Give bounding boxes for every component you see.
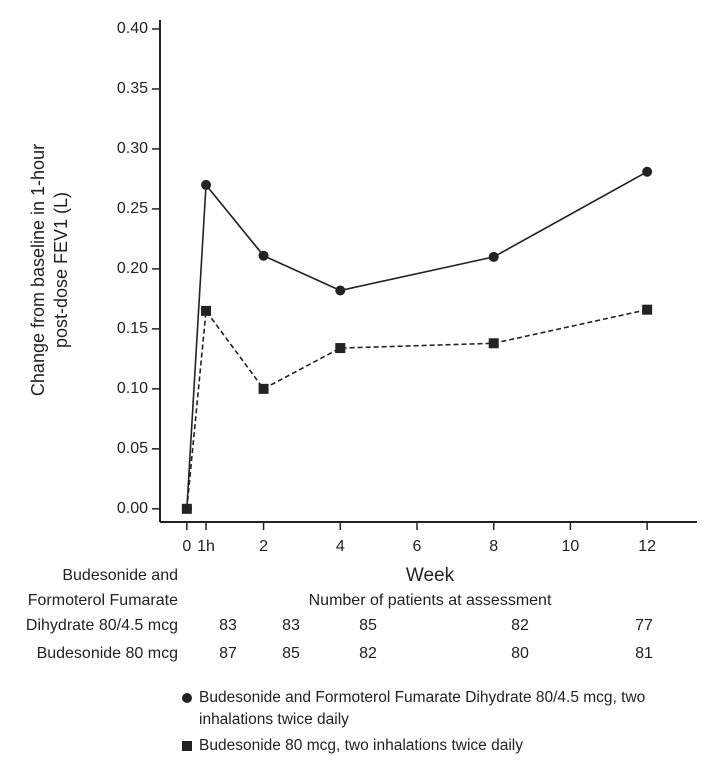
x-tick-label: 12 — [638, 538, 656, 555]
point — [335, 343, 346, 354]
patient-count: 82 — [511, 617, 529, 634]
row-label: Dihydrate 80/4.5 mcg — [26, 617, 178, 634]
x-tick-label: 0 — [182, 538, 191, 555]
patient-count: 87 — [219, 645, 237, 662]
y-tick-label: 0.25 — [117, 200, 148, 217]
row-label: Budesonide 80 mcg — [37, 645, 178, 662]
patient-count: 85 — [282, 645, 300, 662]
legend-entry: Budesonide 80 mcg, two inhalations twice… — [199, 737, 523, 754]
y-tick-label: 0.00 — [117, 500, 148, 517]
y-tick-label: 0.40 — [117, 20, 148, 37]
y-axis-label: Change from baseline in 1-hour post-dose… — [28, 144, 71, 396]
series-line — [186, 171, 648, 509]
x-tick-label: 8 — [489, 538, 498, 555]
patient-count: 83 — [282, 617, 300, 634]
y-axis-label-line: post-dose FEV1 (L) — [51, 192, 71, 348]
point — [201, 305, 212, 316]
patient-count: 82 — [359, 645, 377, 662]
series-line — [186, 308, 648, 509]
y-tick-label: 0.10 — [117, 380, 148, 397]
x-axis-label: Week — [406, 565, 455, 586]
legend-marker — [182, 741, 192, 751]
x-tick-label: 10 — [562, 538, 580, 555]
y-tick-label: 0.35 — [117, 80, 148, 97]
point — [642, 304, 653, 315]
row-label: Budesonide and — [62, 567, 178, 584]
patient-count: 83 — [219, 617, 237, 634]
y-tick-label: 0.15 — [117, 320, 148, 337]
x-tick-label: 1h — [197, 538, 215, 555]
patient-count: 85 — [359, 617, 377, 634]
y-tick-label: 0.20 — [117, 260, 148, 277]
x-tick-label: 6 — [413, 538, 422, 555]
table-title: Number of patients at assessment — [309, 592, 552, 609]
x-tick-label: 2 — [259, 538, 268, 555]
y-tick-label: 0.30 — [117, 140, 148, 157]
patient-count: 80 — [511, 645, 529, 662]
point — [181, 503, 192, 514]
point — [488, 251, 499, 262]
patient-count: 81 — [635, 645, 653, 662]
point — [642, 166, 653, 177]
legend-entry: Budesonide and Formoterol Fumarate Dihyd… — [199, 689, 646, 728]
row-label: Formoterol Fumarate — [28, 592, 178, 609]
point — [258, 383, 269, 394]
x-tick-label: 4 — [336, 538, 345, 555]
point — [488, 338, 499, 349]
y-axis-label-line: Change from baseline in 1-hour — [28, 144, 48, 396]
point — [201, 179, 212, 190]
legend-marker — [182, 693, 192, 703]
point — [258, 250, 269, 261]
patient-count: 77 — [635, 617, 653, 634]
y-tick-label: 0.05 — [117, 440, 148, 457]
point — [335, 285, 346, 296]
